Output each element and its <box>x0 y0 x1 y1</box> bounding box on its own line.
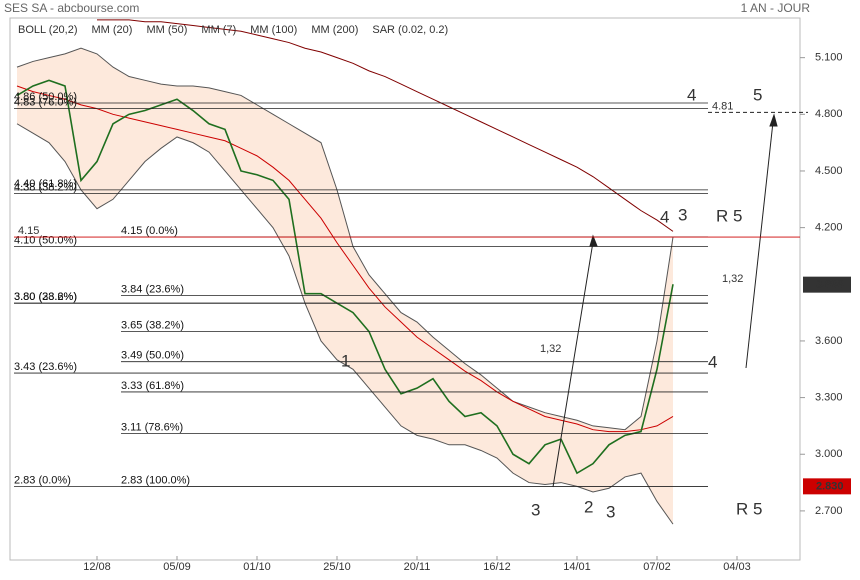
fib-label: 2.83 (0.0%) <box>14 474 71 486</box>
x-tick-label: 25/10 <box>323 561 351 573</box>
arrow-head <box>769 113 778 127</box>
x-tick-label: 04/03 <box>723 561 751 573</box>
annotation: 3 <box>531 500 540 519</box>
fib-label: 4.86 (50.0%) <box>14 91 77 103</box>
arrow-head <box>589 234 598 247</box>
annotation: R 5 <box>736 499 762 518</box>
annotation: 5 <box>753 85 762 104</box>
x-tick-label: 12/08 <box>83 561 111 573</box>
y-tick-label: 4.500 <box>815 165 843 177</box>
annotation: R 5 <box>716 206 742 225</box>
red-level-label: 4.15 <box>18 225 39 237</box>
price-tag <box>803 276 851 293</box>
annotation: 1 <box>341 351 350 370</box>
fib-label: 3.84 (23.6%) <box>121 284 184 296</box>
fib-label: 4.38 (38.2%) <box>14 182 77 194</box>
price-line <box>16 79 674 475</box>
indicator-line <box>97 19 674 232</box>
y-tick-label: 3.300 <box>815 391 843 403</box>
x-tick-label: 14/01 <box>563 561 591 573</box>
y-tick-label: 2.700 <box>815 505 843 517</box>
indicator-line <box>16 47 674 431</box>
price-tag-label: 3.898 <box>816 279 844 291</box>
annotation: 1,32 <box>722 273 743 285</box>
fib-label: 4.15 (0.0%) <box>121 225 178 237</box>
fib-label: 3.65 (38.2%) <box>121 319 184 331</box>
fib-label: 4.83 (76.0%) <box>14 97 77 109</box>
x-tick-label: 16/12 <box>483 561 511 573</box>
x-tick-label: 01/10 <box>243 561 271 573</box>
annotation: 4 <box>708 352 717 371</box>
legend-entry: MM (100) <box>250 24 297 36</box>
x-tick-label: 20/11 <box>404 561 431 573</box>
legend-entry: MM (50) <box>146 24 187 36</box>
bollinger-fill <box>17 48 673 525</box>
fib-label: 3.49 (50.0%) <box>121 350 184 362</box>
price-tag <box>803 478 851 495</box>
legend-entry: MM (7) <box>201 24 236 36</box>
fib-label: 3.11 (78.6%) <box>121 421 183 433</box>
arrow <box>552 241 594 488</box>
y-tick-label: 3.600 <box>815 335 843 347</box>
fib-label: 4.40 (61.8%) <box>14 178 77 190</box>
annotation: 4 <box>687 85 696 104</box>
x-tick-label: 05/09 <box>163 561 191 573</box>
period: 1 AN - JOUR <box>741 1 811 15</box>
annotation: 1,32 <box>540 343 561 355</box>
y-tick-label: 5.100 <box>815 52 843 64</box>
fib-label: 3.80 (23.6%) <box>14 291 77 303</box>
y-tick-label: 4.800 <box>815 108 843 120</box>
arrow <box>745 121 774 369</box>
annotation: 3 <box>606 502 615 521</box>
annotation: 2 <box>584 497 593 516</box>
y-tick-label: 3.000 <box>815 448 843 460</box>
indicator-line <box>16 123 674 525</box>
plot-frame <box>9 17 801 561</box>
legend-entry: SAR (0.02, 0.2) <box>372 24 448 36</box>
target-label: 4.81 <box>712 100 733 112</box>
price-tag-label: 2.830 <box>816 480 844 492</box>
legend-entry: BOLL (20,2) <box>18 24 78 36</box>
legend-entry: MM (20) <box>92 24 133 36</box>
fib-label: 3.43 (23.6%) <box>14 361 77 373</box>
fib-label: 2.83 (100.0%) <box>121 474 190 486</box>
fib-label: 3.80 (38.2%) <box>14 291 77 303</box>
annotation: 4 <box>660 207 669 226</box>
x-tick-label: 07/02 <box>643 561 671 573</box>
y-tick-label: 4.200 <box>815 222 843 234</box>
annotation: 3 <box>678 205 687 224</box>
arrows <box>552 113 778 488</box>
chart-title: SES SA - abcbourse.com <box>4 1 139 15</box>
legend-entry: MM (200) <box>311 24 358 36</box>
fib-label: 3.33 (61.8%) <box>121 380 184 392</box>
